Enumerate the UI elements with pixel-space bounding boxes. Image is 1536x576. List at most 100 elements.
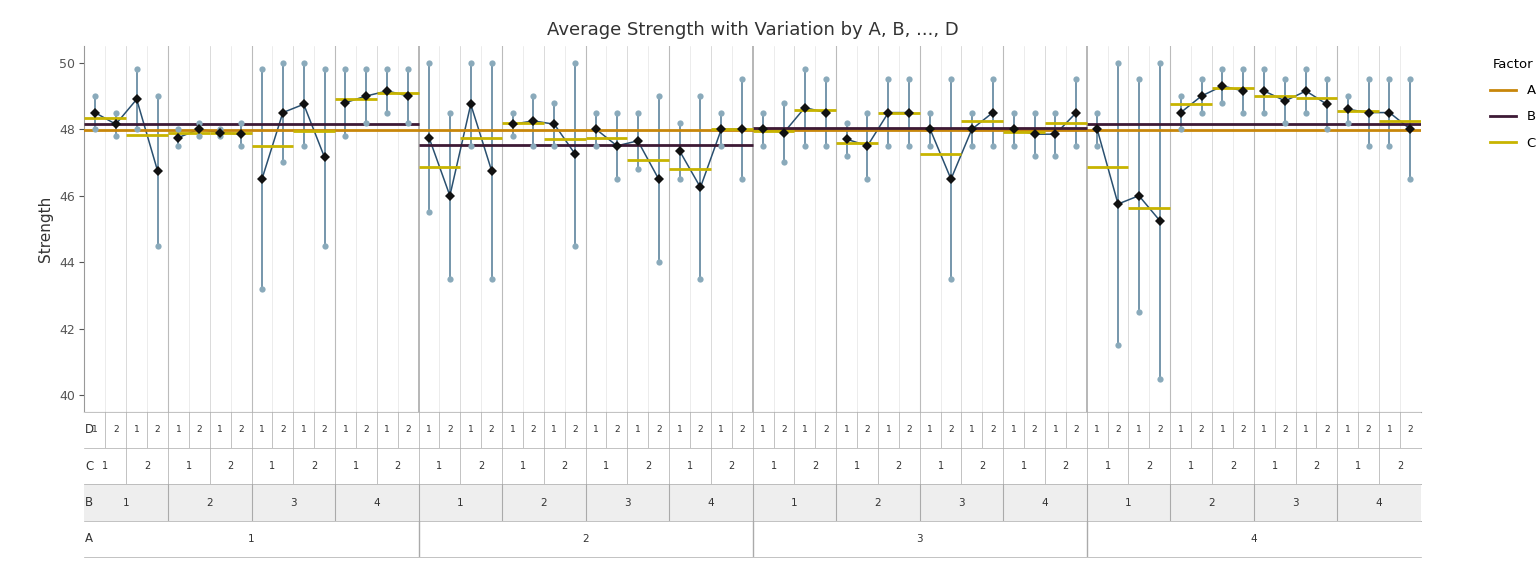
Text: 2: 2 (895, 461, 902, 471)
Text: 1: 1 (1187, 461, 1193, 471)
Text: 2: 2 (865, 426, 871, 434)
Text: 2: 2 (530, 426, 536, 434)
Text: 3: 3 (290, 498, 296, 507)
Text: 1: 1 (1052, 426, 1058, 434)
Text: 2: 2 (989, 426, 995, 434)
Text: 3: 3 (917, 534, 923, 544)
Text: 2: 2 (562, 461, 568, 471)
Text: 2: 2 (1230, 461, 1236, 471)
Text: 2: 2 (782, 426, 786, 434)
Text: 1: 1 (249, 534, 255, 544)
Text: 4: 4 (1041, 498, 1048, 507)
Text: 2: 2 (874, 498, 882, 507)
Text: 1: 1 (384, 426, 390, 434)
Text: D: D (84, 423, 94, 437)
Text: 2: 2 (280, 426, 286, 434)
Text: 1: 1 (1021, 461, 1028, 471)
Text: 2: 2 (948, 426, 954, 434)
Text: 2: 2 (573, 426, 578, 434)
Text: 1: 1 (687, 461, 693, 471)
Text: 2: 2 (541, 498, 547, 507)
Text: 1: 1 (353, 461, 359, 471)
Text: 1: 1 (134, 426, 140, 434)
Text: 3: 3 (958, 498, 965, 507)
Text: 1: 1 (510, 426, 516, 434)
Text: 4: 4 (373, 498, 379, 507)
Text: 1: 1 (217, 426, 223, 434)
Text: 2: 2 (114, 426, 118, 434)
Text: 2: 2 (1366, 426, 1372, 434)
Text: 1: 1 (103, 461, 109, 471)
Text: 1: 1 (791, 498, 797, 507)
Text: 1: 1 (269, 461, 275, 471)
Text: 1: 1 (1387, 426, 1392, 434)
Text: 1: 1 (1272, 461, 1278, 471)
Text: 2: 2 (728, 461, 734, 471)
Text: 2: 2 (978, 461, 986, 471)
Text: 1: 1 (1178, 426, 1184, 434)
Text: 1: 1 (719, 426, 723, 434)
Text: 1: 1 (458, 498, 464, 507)
Text: 1: 1 (260, 426, 264, 434)
Text: 1: 1 (1094, 426, 1100, 434)
Text: 1: 1 (301, 426, 307, 434)
Text: 2: 2 (697, 426, 703, 434)
Text: 2: 2 (582, 534, 588, 544)
Text: 1: 1 (802, 426, 808, 434)
Text: 2: 2 (614, 426, 619, 434)
Text: 2: 2 (197, 426, 203, 434)
Text: 1: 1 (1355, 461, 1361, 471)
Text: 1: 1 (92, 426, 98, 434)
Text: 2: 2 (1115, 426, 1121, 434)
Text: 1: 1 (175, 426, 181, 434)
Text: 2: 2 (144, 461, 151, 471)
Text: 2: 2 (1241, 426, 1246, 434)
Text: 4: 4 (1250, 534, 1256, 544)
Text: 2: 2 (1198, 426, 1204, 434)
Text: 2: 2 (206, 498, 214, 507)
Text: 2: 2 (906, 426, 912, 434)
Text: 1: 1 (937, 461, 943, 471)
Text: 1: 1 (436, 461, 442, 471)
Text: 2: 2 (488, 426, 495, 434)
Text: 2: 2 (1407, 426, 1413, 434)
Text: 1: 1 (1261, 426, 1267, 434)
Text: 2: 2 (227, 461, 233, 471)
Text: 2: 2 (1063, 461, 1069, 471)
Text: 1: 1 (343, 426, 349, 434)
Text: 2: 2 (739, 426, 745, 434)
Title: Average Strength with Variation by A, B, ..., D: Average Strength with Variation by A, B,… (547, 21, 958, 39)
Text: 2: 2 (478, 461, 484, 471)
Text: 1: 1 (1303, 426, 1309, 434)
Text: 1: 1 (186, 461, 192, 471)
Text: 2: 2 (1157, 426, 1163, 434)
Text: 2: 2 (310, 461, 318, 471)
Text: 2: 2 (364, 426, 369, 434)
Text: 2: 2 (155, 426, 160, 434)
Text: 2: 2 (447, 426, 453, 434)
Text: 2: 2 (321, 426, 327, 434)
Text: 1: 1 (551, 426, 558, 434)
Text: 1: 1 (468, 426, 473, 434)
Text: 2: 2 (1032, 426, 1037, 434)
Text: 2: 2 (1209, 498, 1215, 507)
Text: 1: 1 (634, 426, 641, 434)
Text: 1: 1 (885, 426, 891, 434)
Text: 1: 1 (604, 461, 610, 471)
Text: 2: 2 (823, 426, 828, 434)
Text: B: B (84, 496, 94, 509)
Text: 1: 1 (843, 426, 849, 434)
Text: 2: 2 (656, 426, 662, 434)
Text: 2: 2 (1146, 461, 1152, 471)
Text: 2: 2 (1283, 426, 1287, 434)
Text: 2: 2 (645, 461, 651, 471)
Text: 1: 1 (969, 426, 975, 434)
Text: 2: 2 (395, 461, 401, 471)
Text: 4: 4 (708, 498, 714, 507)
Text: 1: 1 (677, 426, 682, 434)
Text: 1: 1 (771, 461, 777, 471)
Y-axis label: Strength: Strength (38, 196, 54, 262)
Text: 2: 2 (238, 426, 244, 434)
Text: 1: 1 (854, 461, 860, 471)
Text: 1: 1 (760, 426, 766, 434)
